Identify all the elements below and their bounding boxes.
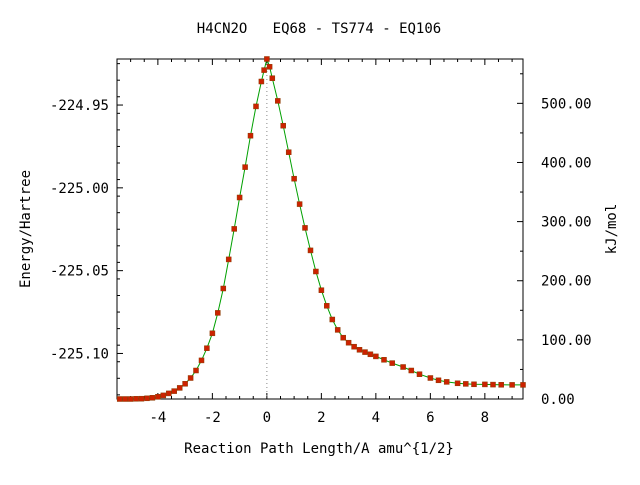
data-point bbox=[400, 364, 406, 370]
data-point bbox=[225, 256, 232, 263]
data-point bbox=[367, 351, 374, 358]
data-point bbox=[302, 225, 308, 231]
data-point bbox=[204, 345, 210, 351]
y-axis-label-left: Energy/Hartree bbox=[18, 170, 34, 288]
data-point bbox=[345, 339, 352, 346]
chart-title: H4CN2O EQ68 - TS774 - EQ106 bbox=[197, 21, 441, 37]
y-axis-label-right: kJ/mol bbox=[604, 204, 620, 255]
data-point bbox=[264, 56, 270, 62]
data-point bbox=[176, 385, 183, 391]
data-point bbox=[236, 194, 243, 201]
y-left-tick-label: -224.95 bbox=[50, 98, 109, 114]
data-point bbox=[416, 371, 423, 377]
data-point bbox=[166, 390, 172, 397]
x-tick-label: -2 bbox=[204, 410, 221, 426]
data-point bbox=[408, 367, 415, 374]
y-right-tick-label: 300.00 bbox=[541, 215, 592, 231]
data-point bbox=[490, 381, 496, 388]
data-point bbox=[463, 381, 469, 387]
data-point bbox=[351, 343, 357, 350]
data-point bbox=[307, 247, 314, 254]
x-tick-label: 2 bbox=[317, 410, 325, 426]
data-point bbox=[373, 353, 379, 360]
plot-frame bbox=[116, 58, 524, 400]
plot-area: -4 -2 0 2 4 6 8 -224.95 -225.00 -225.05 -225.10 500… bbox=[50, 56, 592, 426]
y-left-tick-label: -225.00 bbox=[50, 181, 109, 197]
data-point bbox=[231, 226, 237, 232]
data-point bbox=[275, 98, 281, 104]
data-point bbox=[242, 164, 248, 170]
data-point bbox=[266, 64, 273, 70]
y-right-tick-label: 500.00 bbox=[541, 96, 592, 112]
data-point bbox=[253, 103, 259, 110]
x-axis-label: Reaction Path Length/A amu^{1/2} bbox=[184, 441, 454, 457]
y-right-tick-label: 400.00 bbox=[541, 155, 592, 171]
data-point bbox=[116, 396, 123, 402]
data-point bbox=[127, 396, 134, 402]
data-point bbox=[329, 316, 336, 323]
data-point bbox=[324, 303, 330, 309]
data-point bbox=[454, 380, 461, 387]
data-point bbox=[261, 67, 267, 73]
data-point bbox=[443, 379, 450, 385]
data-point bbox=[427, 375, 434, 381]
data-point bbox=[258, 78, 265, 85]
data-point bbox=[247, 132, 254, 139]
data-point bbox=[482, 381, 488, 388]
data-point bbox=[389, 360, 395, 366]
y-right-tick-label: 0.00 bbox=[541, 392, 575, 408]
data-point bbox=[318, 287, 325, 293]
data-point bbox=[340, 334, 346, 341]
data-point bbox=[362, 349, 368, 355]
data-point bbox=[471, 381, 477, 388]
y-left-tick-label: -225.05 bbox=[50, 264, 109, 280]
data-point bbox=[381, 357, 387, 363]
data-point bbox=[160, 392, 167, 399]
data-point bbox=[182, 381, 188, 387]
y-right-tick-label: 100.00 bbox=[541, 333, 592, 349]
data-point bbox=[520, 382, 526, 388]
data-point bbox=[313, 268, 319, 275]
data-point bbox=[209, 330, 216, 337]
data-point bbox=[144, 395, 150, 402]
data-point bbox=[296, 201, 303, 207]
x-tick-label: 4 bbox=[372, 410, 380, 426]
data-point bbox=[138, 395, 145, 402]
data-point bbox=[149, 395, 156, 401]
data-point bbox=[187, 375, 194, 381]
data-point bbox=[269, 75, 276, 81]
data-point bbox=[193, 367, 199, 374]
data-point bbox=[435, 377, 442, 384]
data-point bbox=[498, 382, 504, 388]
data-point bbox=[291, 175, 297, 182]
data-point bbox=[220, 285, 227, 292]
data-point bbox=[334, 327, 341, 333]
data-point bbox=[198, 357, 205, 364]
data-point bbox=[215, 310, 221, 316]
data-point bbox=[122, 396, 128, 402]
y-right-tick-label: 200.00 bbox=[541, 274, 592, 290]
x-tick-label: 0 bbox=[263, 410, 271, 426]
data-point bbox=[133, 396, 139, 402]
data-point bbox=[509, 382, 515, 388]
data-point bbox=[155, 394, 161, 400]
series-line bbox=[119, 57, 523, 400]
x-tick-label: 8 bbox=[481, 410, 489, 426]
x-tick-label: 6 bbox=[426, 410, 434, 426]
x-tick-label: -4 bbox=[149, 410, 166, 426]
data-point bbox=[285, 149, 292, 155]
y-left-tick-label: -225.10 bbox=[50, 346, 109, 362]
data-point bbox=[280, 122, 286, 129]
data-point bbox=[356, 347, 363, 353]
data-point bbox=[171, 388, 177, 394]
